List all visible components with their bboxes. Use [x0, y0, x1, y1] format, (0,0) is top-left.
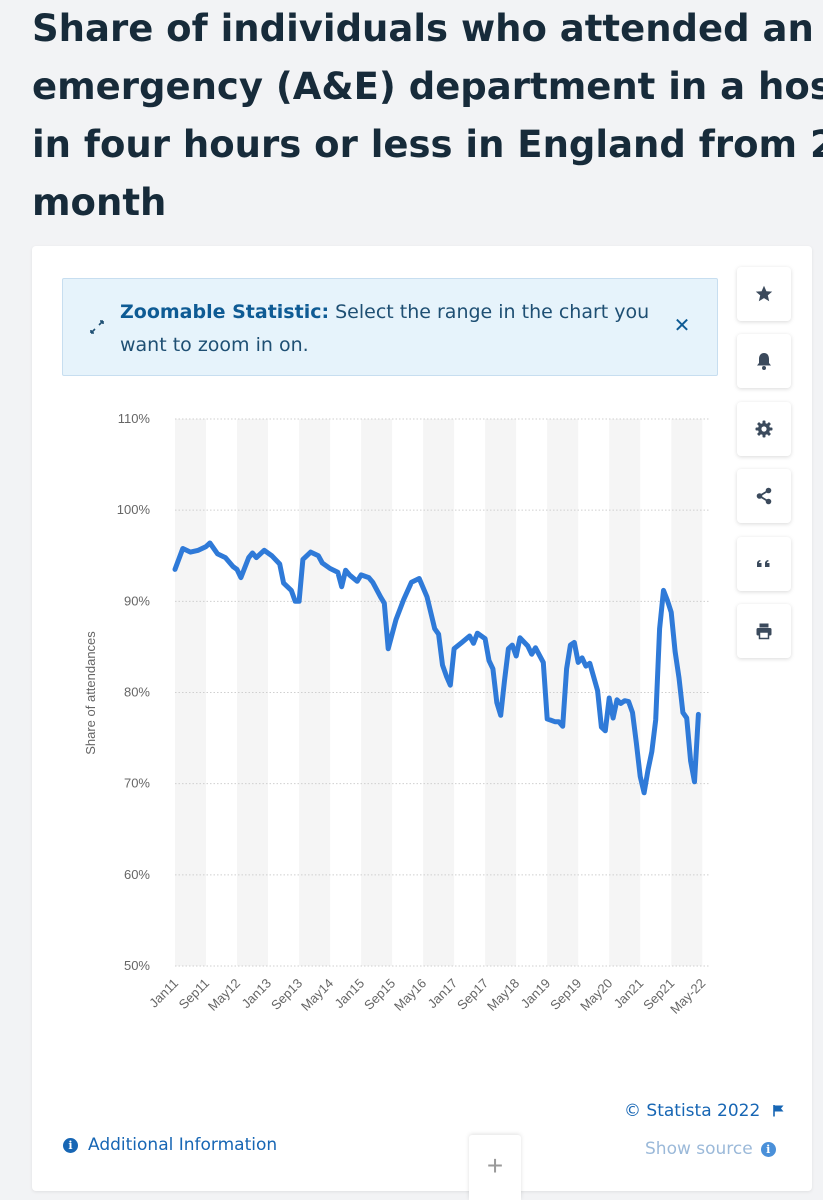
x-tick-label: Sep13 — [268, 976, 305, 1013]
series-line — [172, 540, 701, 796]
share-icon — [756, 487, 772, 505]
y-tick-label: 100% — [117, 502, 151, 517]
x-tick-label: May-22 — [667, 976, 708, 1017]
chart-band — [361, 419, 393, 966]
share-button[interactable] — [737, 469, 791, 523]
x-tick-label: Sep11 — [176, 976, 213, 1013]
title-line: month — [32, 181, 167, 224]
notification-button[interactable] — [737, 334, 791, 388]
print-button[interactable] — [737, 604, 791, 658]
x-tick-label: Jan11 — [146, 976, 181, 1011]
x-tick-label: Jan17 — [425, 976, 461, 1012]
bell-icon — [757, 353, 771, 370]
print-icon — [756, 623, 772, 640]
x-tick-label: May18 — [484, 976, 522, 1014]
additional-information-label: Additional Information — [88, 1135, 278, 1155]
x-tick-label: Jan13 — [239, 976, 275, 1012]
y-tick-label: 110% — [118, 411, 151, 426]
chart-band — [299, 419, 331, 966]
x-tick-label: Jan21 — [611, 976, 647, 1012]
zoom-banner: Zoomable Statistic: Select the range in … — [62, 278, 718, 376]
favorite-button[interactable] — [737, 267, 791, 321]
x-tick-label: May16 — [391, 976, 429, 1014]
x-tick-label: Jan19 — [518, 976, 554, 1012]
flag-icon — [772, 1105, 784, 1117]
x-tick-label: Sep15 — [361, 976, 398, 1013]
chart-band — [609, 419, 641, 966]
x-tick-label: May14 — [298, 976, 336, 1014]
star-icon — [755, 285, 773, 302]
x-tick-label: May12 — [205, 976, 243, 1014]
copyright-text: © Statista 2022 — [624, 1101, 761, 1121]
show-source-label: Show source — [645, 1139, 753, 1159]
y-tick-label: 80% — [124, 685, 150, 700]
cite-button[interactable] — [737, 537, 791, 591]
zoom-banner-text: Zoomable Statistic: Select the range in … — [120, 296, 680, 362]
x-tick-label: Sep19 — [547, 976, 584, 1013]
y-tick-label: 90% — [124, 593, 150, 608]
settings-button[interactable] — [737, 402, 791, 456]
x-tick-label: May20 — [577, 976, 615, 1014]
y-tick-label: 50% — [124, 958, 150, 973]
close-icon[interactable]: ✕ — [673, 315, 691, 337]
y-tick-label: 60% — [124, 867, 150, 882]
y-tick-label: 70% — [124, 776, 150, 791]
title-line: in four hours or less in England from 20 — [32, 123, 823, 166]
info-icon: i — [63, 1138, 78, 1153]
expand-tab-button[interactable]: + — [469, 1135, 521, 1200]
gear-icon — [755, 420, 773, 438]
zoom-banner-bold: Zoomable Statistic: — [120, 301, 330, 323]
copyright-link[interactable]: © Statista 2022 — [624, 1101, 785, 1121]
expand-icon — [90, 320, 104, 334]
plus-icon: + — [486, 1150, 504, 1181]
zoom-banner-message: Select the range in the chart you want t… — [120, 301, 650, 356]
x-tick-label: Jan15 — [332, 976, 368, 1012]
page-title: Share of individuals who attended an ac … — [32, 0, 823, 225]
additional-information-link[interactable]: i Additional Information — [63, 1135, 277, 1155]
x-tick-label: Sep17 — [454, 976, 491, 1013]
title-line: Share of individuals who attended an ac — [32, 7, 823, 50]
title-line: emergency (A&E) department in a hospi — [32, 65, 823, 108]
show-source-link[interactable]: Show source i — [645, 1139, 776, 1159]
info-icon: i — [760, 1142, 776, 1157]
quote-icon — [757, 560, 770, 567]
y-axis-label: Share of attendances — [83, 631, 98, 755]
